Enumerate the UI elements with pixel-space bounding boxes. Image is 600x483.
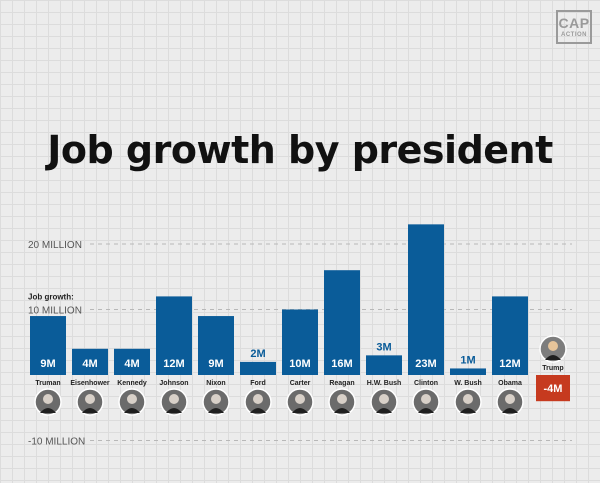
bar (450, 368, 486, 375)
portrait-suit (460, 408, 476, 413)
bar-value-label: 16M (331, 358, 352, 370)
bar (30, 316, 66, 375)
bar-value-label: -4M (544, 383, 563, 395)
bar (240, 361, 276, 375)
bar-value-label: 3M (376, 341, 391, 353)
bar (492, 296, 528, 375)
bar-value-label: 2M (250, 348, 265, 360)
portrait-face (43, 394, 53, 404)
portrait-face (505, 394, 515, 404)
category-label: Obama (498, 380, 522, 387)
bar (114, 348, 150, 375)
portrait-suit (502, 408, 518, 413)
portrait-suit (334, 408, 350, 413)
category-label: Truman (35, 380, 60, 387)
bar (324, 270, 360, 375)
logo-sub-text: ACTION (561, 32, 587, 38)
portrait-suit (418, 408, 434, 413)
bar-value-label: 23M (415, 358, 436, 370)
y-tick-label: 10 MILLION (28, 306, 82, 317)
bar (282, 309, 318, 375)
bar-value-label: 4M (82, 358, 97, 370)
category-label: W. Bush (454, 380, 482, 387)
category-label: Carter (290, 380, 311, 387)
category-label: Kennedy (117, 380, 147, 387)
portrait-suit (124, 408, 140, 413)
category-label: H.W. Bush (367, 380, 402, 387)
bar (156, 296, 192, 375)
bar-value-label: 1M (460, 354, 475, 366)
portrait-suit (166, 408, 182, 413)
portrait-suit (292, 408, 308, 413)
category-label: Nixon (206, 380, 225, 387)
bar-value-label: 10M (289, 358, 310, 370)
portrait-face (463, 394, 473, 404)
bar (72, 348, 108, 375)
bar-value-label: 12M (499, 358, 520, 370)
bar (198, 316, 234, 375)
portrait-face (85, 394, 95, 404)
portrait-face (169, 394, 179, 404)
y-tick-label: 20 MILLION (28, 240, 82, 251)
portrait-face (253, 394, 263, 404)
portrait-face (337, 394, 347, 404)
bar-value-label: 12M (163, 358, 184, 370)
category-label: Johnson (159, 380, 188, 387)
portrait-face (295, 394, 305, 404)
portrait-face (127, 394, 137, 404)
portrait-face (211, 394, 221, 404)
bar-value-label: 4M (124, 358, 139, 370)
portrait-face (548, 341, 558, 351)
portrait-face (379, 394, 389, 404)
bar-value-label: 9M (40, 358, 55, 370)
portrait-suit (545, 355, 561, 360)
category-label: Eisenhower (70, 380, 110, 387)
category-label: Clinton (414, 380, 438, 387)
logo-main-text: CAP (558, 15, 590, 31)
portrait-face (421, 394, 431, 404)
portrait-suit (40, 408, 56, 413)
portrait-suit (82, 408, 98, 413)
category-label: Trump (542, 365, 563, 372)
category-label: Ford (250, 380, 266, 387)
series-label: Job growth: (28, 293, 74, 302)
bar (408, 224, 444, 375)
cap-action-logo: CAP ACTION (556, 10, 592, 44)
category-label: Reagan (329, 380, 354, 387)
portrait-suit (208, 408, 224, 413)
portrait-suit (376, 408, 392, 413)
bar (366, 355, 402, 375)
bar-value-label: 9M (208, 358, 223, 370)
chart-title: Job growth by president (47, 128, 553, 172)
portrait-suit (250, 408, 266, 413)
bar (536, 375, 570, 402)
y-tick-label: -10 MILLION (28, 437, 85, 448)
